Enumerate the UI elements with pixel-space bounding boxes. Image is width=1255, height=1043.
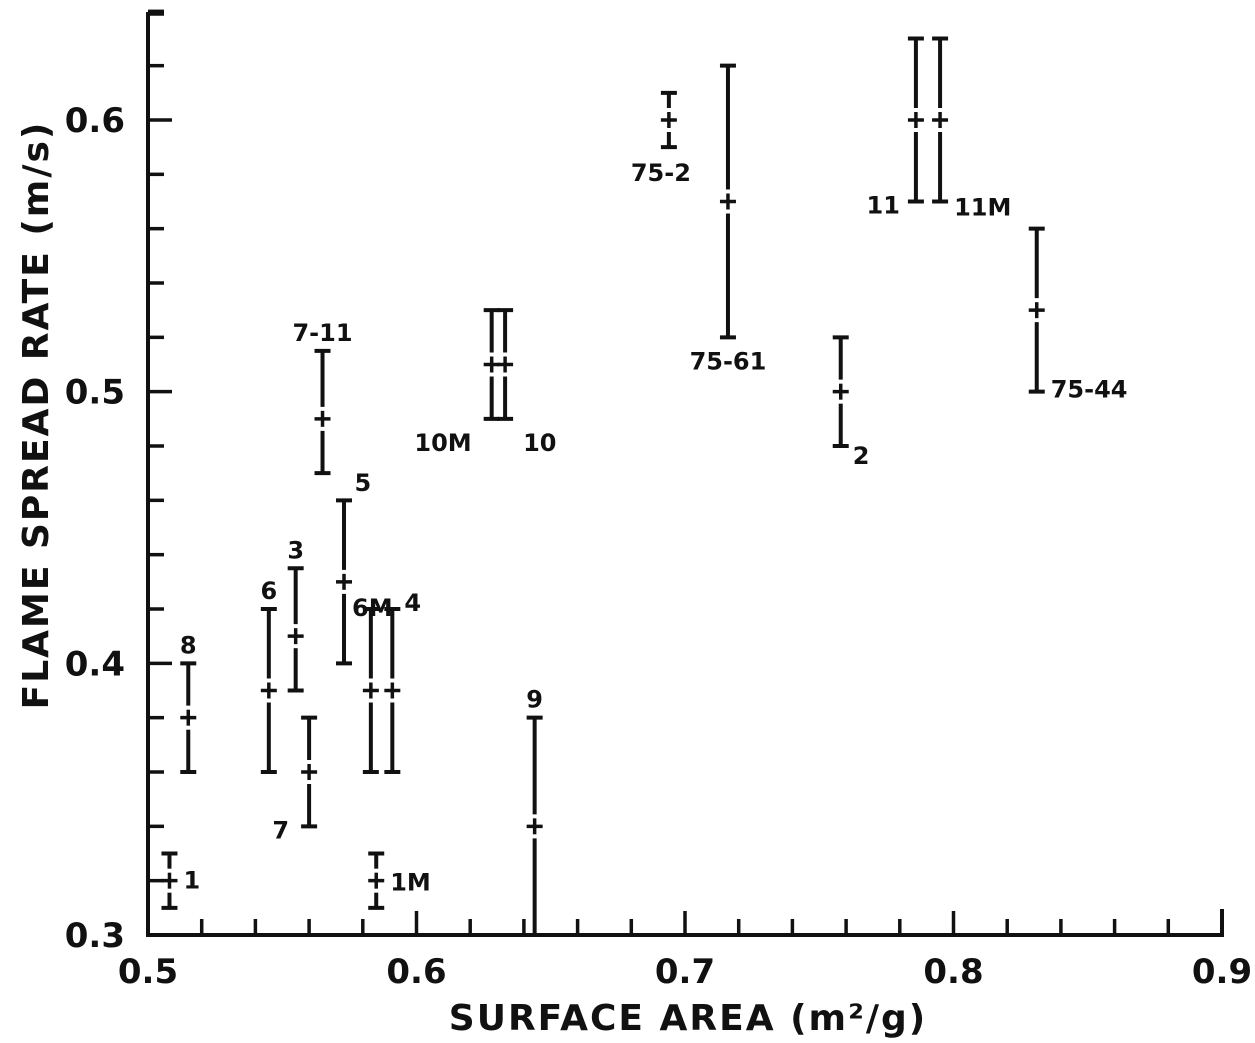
chart-axes: 0.5 0.6 0.7 0.8 0.9 0.3 0.4 0.5 0.6 <box>65 9 1252 992</box>
data-point: 75-61 <box>690 63 767 375</box>
y-axis-title: FLAME SPREAD RATE (m/s) <box>16 121 57 710</box>
data-point: 8 <box>180 631 197 774</box>
y-tick-label: 0.3 <box>65 916 125 956</box>
point-label: 5 <box>355 469 372 497</box>
point-label: 75-44 <box>1051 376 1128 404</box>
data-point: 2 <box>832 335 870 470</box>
point-label: 7-11 <box>292 319 352 347</box>
data-point: 10M <box>414 308 500 457</box>
data-point: 75-2 <box>631 90 691 187</box>
x-tick-label: 0.6 <box>386 952 446 992</box>
point-label: 10 <box>523 429 556 457</box>
data-point: 6M <box>336 498 393 666</box>
data-point: 11M <box>932 36 1011 222</box>
point-label: 11 <box>867 192 900 220</box>
data-point: 75-44 <box>1028 226 1128 404</box>
data-point: 4 <box>384 589 421 774</box>
point-label: 10M <box>414 429 471 457</box>
point-label: 11M <box>954 194 1011 222</box>
data-point: 9 <box>526 686 543 937</box>
y-tick-label: 0.4 <box>65 644 125 684</box>
data-point: 7 <box>272 715 318 844</box>
data-point: 1M <box>368 851 431 910</box>
x-axis-title: SURFACE AREA (m²/g) <box>449 998 927 1039</box>
y-tick-label: 0.6 <box>65 101 125 141</box>
data-point: 1 <box>161 851 200 910</box>
x-tick-label: 0.9 <box>1192 952 1252 992</box>
point-label: 7 <box>272 816 289 844</box>
x-tick-label: 0.7 <box>655 952 715 992</box>
y-tick-label: 0.5 <box>65 373 125 413</box>
data-point: 11 <box>867 36 924 220</box>
x-tick-label: 0.8 <box>923 952 983 992</box>
point-label: 2 <box>853 442 870 470</box>
point-label: 6 <box>260 577 277 605</box>
point-label: 3 <box>287 536 304 564</box>
point-label: 75-2 <box>631 159 691 187</box>
point-label: 9 <box>526 686 543 714</box>
x-tick-label: 0.5 <box>118 952 178 992</box>
data-point: 6 <box>260 577 277 774</box>
point-label: 1 <box>183 867 200 895</box>
data-point: 10 <box>497 308 557 457</box>
point-label: 1M <box>390 869 431 897</box>
data-point: 5 <box>355 469 379 774</box>
data-point: 3 <box>287 536 304 693</box>
point-label: 8 <box>180 631 197 659</box>
data-point: 7-11 <box>292 319 353 476</box>
point-label: 75-61 <box>690 347 767 375</box>
point-label: 4 <box>404 589 421 617</box>
